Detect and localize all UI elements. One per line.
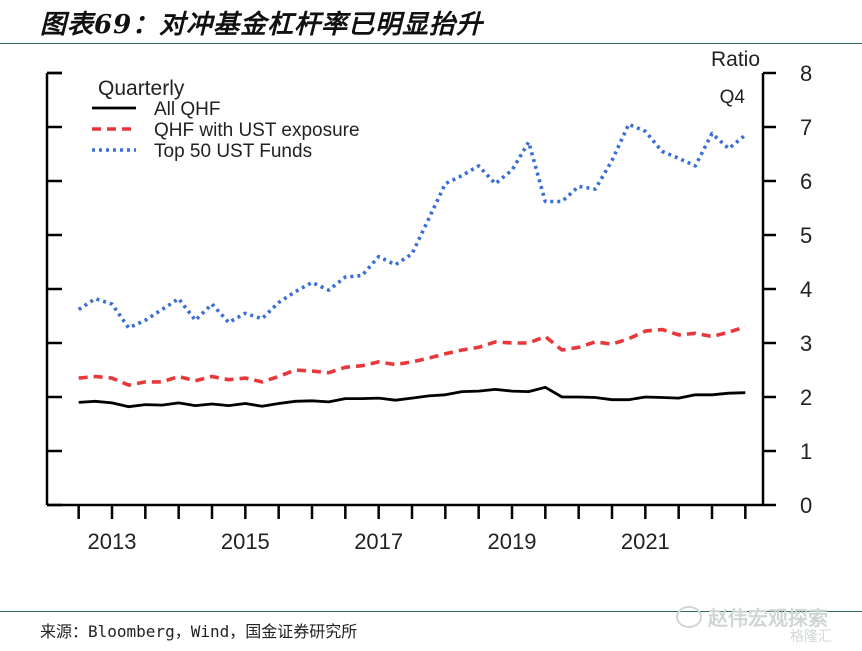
x-tick-label: 2013 — [88, 529, 137, 554]
y-tick-label: 0 — [800, 493, 812, 518]
y-tick-label: 8 — [800, 61, 812, 86]
legend-title: Quarterly — [98, 77, 185, 100]
series-line-3 — [77, 122, 747, 330]
legend-label-2: QHF with UST exposure — [154, 120, 360, 141]
x-tick-label: 2015 — [221, 529, 270, 554]
x-tick-label: 2019 — [488, 529, 537, 554]
x-tick-label: 2017 — [354, 529, 403, 554]
period-label: Q4 — [720, 87, 746, 108]
legend-label-3: Top 50 UST Funds — [154, 141, 312, 162]
wechat-icon — [676, 605, 702, 628]
y-tick-label: 3 — [800, 331, 812, 356]
y-tick-label: 5 — [800, 223, 812, 248]
watermark-sub: 格隆汇 — [790, 629, 832, 645]
axes: 0 1 2 3 4 5 6 7 8 2013 2015 2017 2019 2021 — [45, 61, 812, 554]
chart-title: 图表69：对冲基金杠杆率已明显抬升 — [40, 10, 484, 40]
source-divider — [0, 611, 862, 612]
y-tick-label: 7 — [800, 115, 812, 140]
y-tick-label: 4 — [800, 277, 812, 302]
x-tick-label: 2021 — [621, 529, 670, 554]
series-line-2 — [78, 325, 746, 387]
series-line-1 — [78, 385, 746, 409]
y-tick-label: 1 — [800, 439, 812, 464]
watermark: 赵伟宏观探索 — [676, 602, 828, 631]
y-axis-label: Ratio — [711, 48, 760, 71]
source-note: 来源：Bloomberg，Wind，国金证券研究所 — [40, 622, 358, 641]
series-layer — [77, 122, 747, 409]
line-chart: 0 1 2 3 4 5 6 7 8 2013 2015 2017 2019 2021 QuarterlyA… — [45, 48, 812, 554]
y-tick-label: 6 — [800, 169, 812, 194]
watermark-text: 赵伟宏观探索 — [708, 606, 828, 630]
legend-label-1: All QHF — [154, 99, 221, 120]
title-divider — [0, 43, 862, 44]
y-tick-label: 2 — [800, 385, 812, 410]
